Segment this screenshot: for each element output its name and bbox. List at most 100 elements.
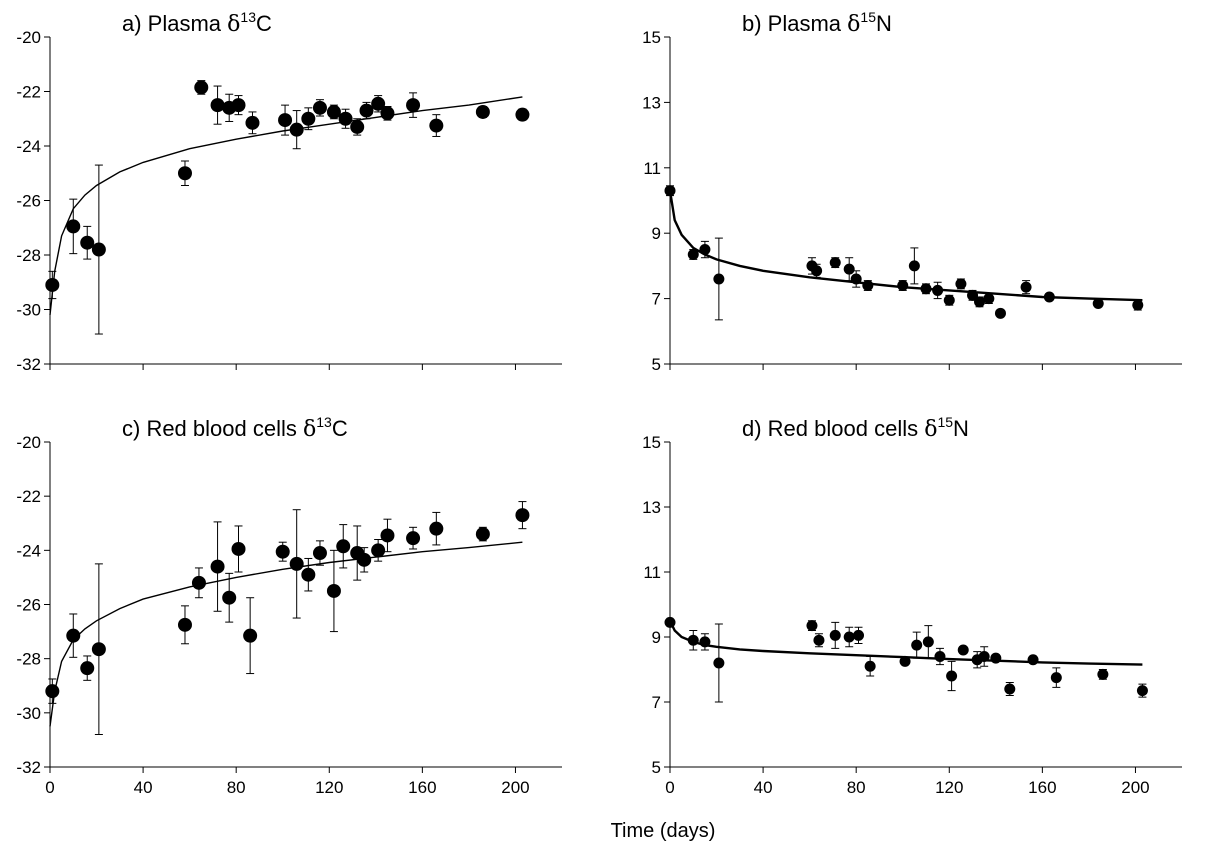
data-point-b — [713, 273, 725, 285]
data-point-b — [967, 289, 979, 301]
fit-curve-c — [49, 541, 523, 727]
x-tick-label-c: 40 — [134, 778, 153, 797]
title-isotope-mass: 15 — [860, 9, 876, 25]
fit-curve-a — [49, 96, 523, 315]
data-point-b — [1020, 281, 1032, 293]
x-tick-label-d: 120 — [935, 778, 963, 797]
data-point-b — [862, 280, 874, 292]
title-isotope-mass: 13 — [316, 414, 332, 430]
title-delta: δ — [303, 417, 316, 442]
data-point-b — [932, 284, 944, 296]
data-point-c — [243, 628, 258, 643]
data-point-c — [475, 527, 490, 542]
x-tick-label-c: 160 — [408, 778, 436, 797]
y-tick-label-a: -20 — [16, 28, 41, 47]
title-element: C — [256, 11, 272, 36]
panel-a: -32 -30 -28 -26 -24 -22 -20 a) Plasma δ13C — [16, 9, 562, 374]
data-point-c — [222, 590, 237, 605]
title-element: N — [953, 416, 969, 441]
data-point-c — [336, 539, 351, 554]
data-point-a — [194, 80, 209, 95]
data-point-d — [853, 629, 865, 641]
y-tick-label-a: -24 — [16, 137, 41, 156]
data-point-d — [687, 634, 699, 646]
y-tick-label-b: 11 — [643, 159, 661, 178]
data-point-a — [231, 98, 246, 113]
data-point-b — [994, 307, 1006, 319]
y-tick-label-d: 7 — [652, 693, 661, 712]
data-point-d — [957, 644, 969, 656]
data-point-b — [1132, 299, 1144, 311]
data-point-a — [210, 98, 225, 113]
data-point-d — [843, 631, 855, 643]
x-axis-title: Time (days) — [611, 820, 716, 842]
x-tick-label-c: 200 — [501, 778, 529, 797]
data-point-c — [231, 541, 246, 556]
y-tick-label-b: 5 — [652, 355, 661, 374]
title-element: C — [332, 416, 348, 441]
data-point-d — [911, 639, 923, 651]
data-point-c — [312, 546, 327, 561]
data-point-d — [1004, 683, 1016, 695]
data-point-a — [91, 242, 106, 257]
data-point-c — [380, 528, 395, 543]
data-point-c — [45, 684, 60, 699]
data-point-a — [45, 277, 60, 292]
data-point-d — [664, 616, 676, 628]
title-delta: δ — [227, 12, 240, 37]
title-text: a) Plasma — [122, 11, 227, 36]
data-point-a — [475, 104, 490, 119]
y-tick-label-c: -26 — [16, 596, 41, 615]
title-text: d) Red blood cells — [742, 416, 924, 441]
data-point-a — [301, 111, 316, 126]
data-point-c — [326, 583, 341, 598]
y-tick-label-a: -32 — [16, 355, 41, 374]
data-point-d — [829, 629, 841, 641]
data-point-c — [371, 543, 386, 558]
data-point-c — [515, 508, 530, 523]
data-point-a — [429, 118, 444, 133]
x-tick-label-c: 120 — [315, 778, 343, 797]
data-point-a — [380, 106, 395, 121]
x-tick-label-d: 0 — [665, 778, 674, 797]
fit-curve-d — [668, 620, 1143, 666]
y-tick-label-b: 13 — [642, 93, 661, 112]
data-point-d — [713, 657, 725, 669]
y-tick-label-a: -26 — [16, 192, 41, 211]
data-point-d — [934, 651, 946, 662]
y-tick-label-d: 5 — [652, 758, 661, 777]
y-tick-label-d: 9 — [652, 628, 661, 647]
y-tick-label-c: -30 — [16, 704, 41, 723]
y-tick-label-c: -28 — [16, 650, 41, 669]
y-tick-label-c: -20 — [16, 433, 41, 452]
y-tick-label-d: 15 — [642, 433, 661, 452]
x-tick-label-d: 200 — [1121, 778, 1149, 797]
data-point-b — [1043, 291, 1055, 303]
y-tick-label-b: 15 — [642, 28, 661, 47]
data-point-a — [326, 104, 341, 119]
x-tick-label-c: 0 — [45, 778, 54, 797]
y-tick-label-d: 11 — [643, 563, 661, 582]
data-point-b — [687, 248, 699, 260]
data-point-b — [1092, 298, 1104, 310]
data-point-a — [177, 166, 192, 181]
data-point-b — [699, 244, 711, 256]
y-tick-label-a: -28 — [16, 246, 41, 265]
data-point-b — [850, 273, 862, 285]
data-point-a — [289, 122, 304, 137]
panel-title-c: c) Red blood cells δ13C — [122, 414, 348, 442]
panel-title-b: b) Plasma δ15N — [742, 9, 892, 37]
data-point-c — [177, 617, 192, 632]
data-point-a — [350, 119, 365, 134]
data-point-c — [301, 567, 316, 582]
data-point-a — [66, 219, 81, 234]
data-point-c — [191, 575, 206, 590]
y-tick-label-a: -22 — [16, 83, 41, 102]
data-point-a — [406, 98, 421, 113]
data-point-a — [371, 96, 386, 111]
data-point-d — [1027, 654, 1039, 666]
y-tick-label-d: 13 — [642, 498, 661, 517]
data-point-b — [943, 294, 955, 306]
